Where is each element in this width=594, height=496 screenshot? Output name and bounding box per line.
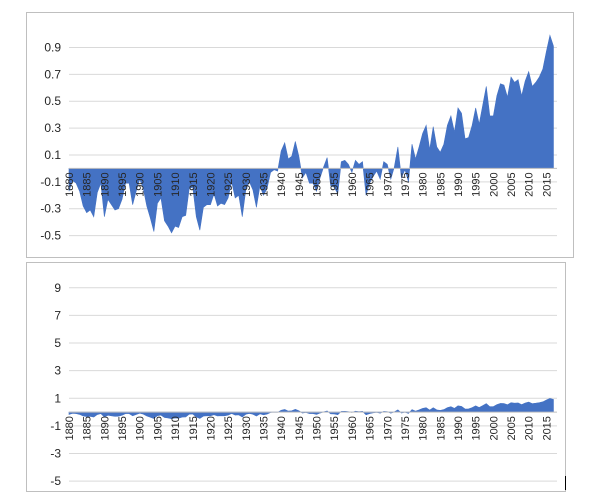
x-tick-label: 1945 (294, 172, 306, 196)
x-tick-label: 2000 (488, 416, 500, 440)
y-tick-label: -0.3 (40, 202, 61, 216)
y-tick-label: 9 (54, 281, 61, 295)
x-tick-label: 1910 (170, 416, 182, 440)
y-tick-label: 1 (54, 391, 61, 405)
x-tick-label: 1995 (471, 416, 483, 440)
chart-top: 0.9 0.7 0.5 0.3 0.1 -0.1 -0.3 -0.5 1880 1885 1890 1… (40, 34, 557, 243)
x-tick-label: 1885 (82, 172, 94, 196)
y-tick-label: 5 (54, 336, 61, 350)
x-tick-label: 2015 (541, 416, 553, 440)
x-tick-label: 1925 (223, 172, 235, 196)
x-tick-label: 1995 (471, 172, 483, 196)
x-tick-label: 1920 (205, 172, 217, 196)
x-tick-label: 1930 (241, 416, 253, 440)
x-tick-label: 2000 (488, 172, 500, 196)
x-tick-label: 1950 (312, 416, 324, 440)
x-tick-label: 1965 (365, 416, 377, 440)
x-tick-label: 1900 (135, 416, 147, 440)
y-tick-label: -5 (50, 474, 61, 488)
y-tick-label: 0.3 (44, 121, 61, 135)
x-tick-label: 1885 (82, 416, 94, 440)
chart-bottom: 9 7 5 3 1 -1 -3 -5 1880 1885 1890 1895 1900 1905 1910 1… (50, 281, 557, 488)
x-tick-label: 1915 (188, 172, 200, 196)
x-tick-label: 1960 (347, 172, 359, 196)
x-tick-label: 1955 (329, 172, 341, 196)
x-tick-label: 1945 (294, 416, 306, 440)
x-tick-label: 1965 (365, 172, 377, 196)
chart-top-panel: 0.9 0.7 0.5 0.3 0.1 -0.1 -0.3 -0.5 1880 1885 1890 1… (26, 12, 574, 258)
x-tick-label: 1990 (453, 416, 465, 440)
y-tick-label: 0.5 (44, 94, 61, 108)
x-tick-label: 1890 (99, 416, 111, 440)
x-tick-label: 1990 (453, 172, 465, 196)
text-cursor (565, 476, 566, 490)
y-tick-label: 0.1 (44, 148, 61, 162)
x-tick-label: 1970 (382, 416, 394, 440)
y-tick-label: -3 (50, 446, 61, 460)
y-tick-label: -1 (50, 419, 61, 433)
y-tick-label: -0.1 (40, 175, 61, 189)
x-tick-label: 1980 (418, 172, 430, 196)
x-tick-label: 1920 (205, 416, 217, 440)
x-tick-label: 1905 (152, 172, 164, 196)
x-tick-label: 1890 (99, 172, 111, 196)
x-tick-label: 1950 (312, 172, 324, 196)
x-tick-label: 2010 (524, 172, 536, 196)
x-tick-label: 1880 (64, 416, 76, 440)
y-tick-label: 7 (54, 308, 61, 322)
x-tick-label: 1905 (152, 416, 164, 440)
x-tick-label: 1895 (117, 416, 129, 440)
chart-bottom-panel: 9 7 5 3 1 -1 -3 -5 1880 1885 1890 1895 1900 1905 1910 1… (26, 262, 566, 492)
x-tick-label: 1940 (276, 172, 288, 196)
x-tick-label: 1960 (347, 416, 359, 440)
y-tick-label: 3 (54, 364, 61, 378)
x-tick-label: 1930 (241, 172, 253, 196)
y-tick-label: 0.9 (44, 40, 61, 54)
y-tick-label: -0.5 (40, 229, 61, 243)
x-tick-label: 2010 (524, 416, 536, 440)
x-tick-label: 1985 (435, 172, 447, 196)
x-tick-label: 1955 (329, 416, 341, 440)
x-tick-label: 2005 (506, 416, 518, 440)
y-tick-label: 0.7 (44, 67, 61, 81)
x-tick-label: 2015 (541, 172, 553, 196)
x-tick-label: 1975 (400, 416, 412, 440)
x-tick-label: 1925 (223, 416, 235, 440)
x-tick-label: 1935 (258, 416, 270, 440)
temperature-anomaly-area (68, 398, 554, 419)
x-tick-label: 2005 (506, 172, 518, 196)
x-tick-label: 1915 (188, 416, 200, 440)
x-tick-label: 1935 (258, 172, 270, 196)
x-tick-label: 1970 (382, 172, 394, 196)
x-tick-label: 1975 (400, 172, 412, 196)
x-tick-label: 1985 (435, 416, 447, 440)
x-tick-label: 1980 (418, 416, 430, 440)
x-tick-label: 1895 (117, 172, 129, 196)
temperature-anomaly-area (68, 34, 554, 234)
x-tick-label: 1880 (64, 172, 76, 196)
x-tick-label: 1940 (276, 416, 288, 440)
x-tick-label: 1900 (135, 172, 147, 196)
x-tick-label: 1910 (170, 172, 182, 196)
